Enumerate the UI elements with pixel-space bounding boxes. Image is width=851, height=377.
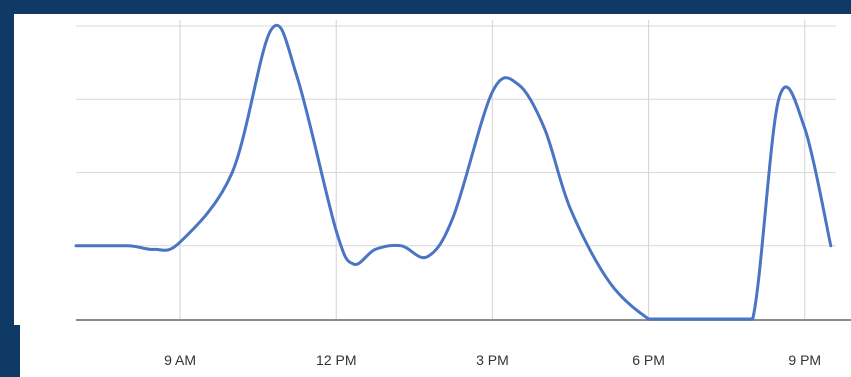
x-axis-strip <box>20 325 851 377</box>
x-tick-labels: 9 AM 12 PM 3 PM 6 PM 9 PM <box>164 352 821 368</box>
grid-lines <box>76 20 836 319</box>
x-tick-label: 9 AM <box>164 352 196 368</box>
series-line <box>74 23 833 321</box>
x-tick-label: 3 PM <box>476 352 509 368</box>
chart-panel <box>14 14 851 325</box>
x-tick-label: 9 PM <box>788 352 821 368</box>
x-tick-label: 6 PM <box>632 352 665 368</box>
x-tick-label: 12 PM <box>316 352 356 368</box>
